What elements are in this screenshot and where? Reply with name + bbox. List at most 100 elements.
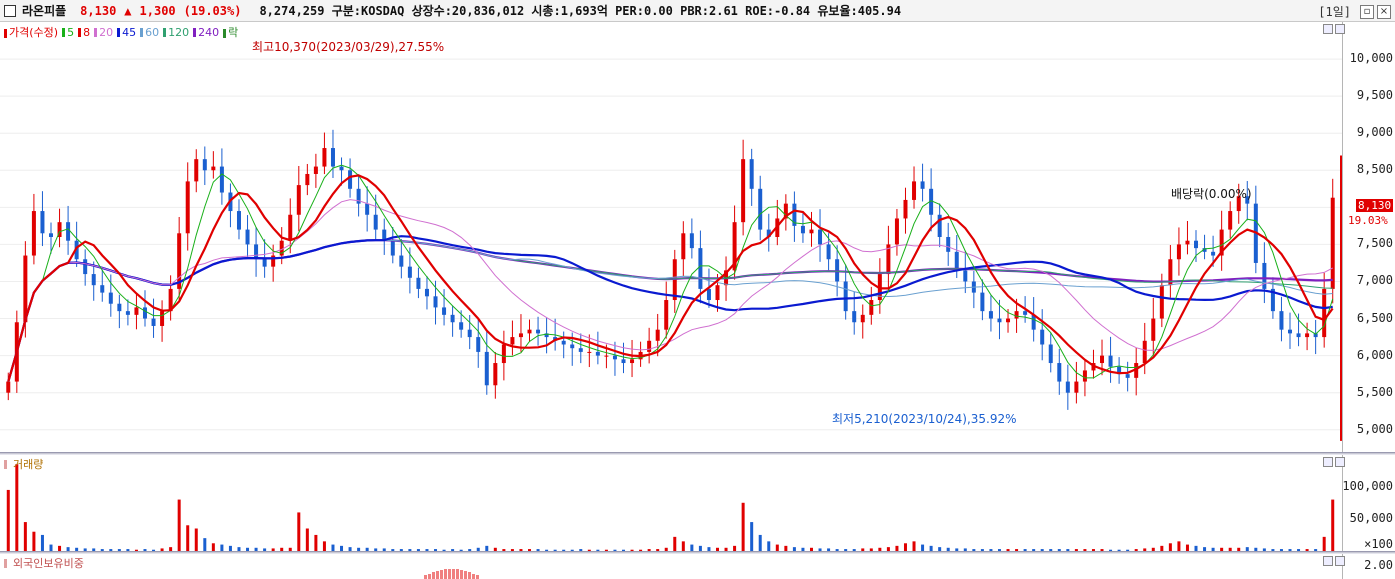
candle-body [279,240,284,256]
candle-body [570,344,575,349]
volume-bar [1015,549,1019,551]
volume-bar [314,534,318,551]
pane-close-button[interactable] [1335,457,1345,467]
volume-bar [186,525,190,551]
legend-item[interactable]: 8 [78,26,90,39]
candle-body [1202,248,1207,252]
pane-minimize-button[interactable] [1323,24,1333,34]
volume-bar [724,547,728,551]
volume-bar [1220,547,1224,551]
volume-bar [416,549,420,551]
candle-body [245,229,250,245]
legend-item[interactable]: 60 [140,26,159,39]
candle [48,222,53,254]
foreign-ownership-chart[interactable] [0,554,1343,579]
volume-bar [596,549,600,551]
volume-bar [869,548,873,551]
candle-body [1159,285,1164,319]
volume-bar [152,549,156,551]
volume-bar [997,549,1001,551]
legend-item[interactable]: 5 [62,26,74,39]
candle [527,319,532,342]
volume-bar [946,547,950,551]
candle [544,317,549,354]
candle-body [57,222,62,237]
volume-bar [92,548,96,551]
pane-minimize-button[interactable] [1323,556,1333,566]
legend-swatch [163,28,167,37]
volume-bar [468,549,472,551]
candle-body [151,318,156,326]
candle [698,230,703,304]
candle-body [621,359,626,364]
candle [587,334,592,368]
candle [963,250,968,294]
stock-name[interactable]: 라온피플 [22,4,67,18]
volume-bar [100,549,104,551]
close-button[interactable]: × [1377,4,1391,19]
candle [1040,309,1045,361]
candle-body [527,329,532,334]
price-chart[interactable] [0,22,1343,452]
volume-bar [750,522,754,551]
candle-body [1108,355,1113,367]
volume-bar [280,547,284,551]
volume-bar [246,547,250,551]
candle-body [1270,288,1275,312]
candle-body [424,288,429,297]
pane-close-button[interactable] [1335,556,1345,566]
candle-body [518,333,523,338]
pane-close-button[interactable] [1335,24,1345,34]
candle-body [1330,197,1335,289]
volume-bar [143,549,147,551]
volume-bar [365,547,369,551]
candle [442,289,447,326]
legend-item[interactable]: 20 [94,26,113,39]
volume-bar [58,545,62,551]
candle-body [416,277,421,289]
pane-divider[interactable] [0,551,1395,554]
volume-bar [288,547,292,551]
candle-body [1100,355,1105,364]
pane-divider[interactable] [0,452,1395,455]
pane-minimize-button[interactable] [1323,457,1333,467]
stock-info-bar: 라온피플 8,130 ▲ 1,300 (19.03%) 8,274,259 구분… [0,0,1395,22]
volume-bar [758,534,762,551]
select-checkbox[interactable] [4,4,16,17]
volume-chart[interactable] [0,455,1343,551]
candle-body [236,211,241,230]
volume-tick: 50,000 [1349,510,1393,525]
legend-item[interactable]: 240 [193,26,219,39]
candle [929,168,934,232]
candle [501,330,506,381]
legend-label: 8 [83,25,91,39]
volume-bar [570,549,574,551]
candle-body [706,288,711,301]
volume-bar [374,548,378,551]
period-selector[interactable]: [1일] [1318,5,1351,19]
candle [467,314,472,350]
candle [510,320,515,356]
candle [1322,272,1327,348]
candle-body [339,166,344,171]
legend-item[interactable]: 45 [117,26,136,39]
candle [638,341,643,367]
candle [313,153,318,188]
price-tick: 9,000 [1356,125,1393,140]
legend-item[interactable]: 120 [163,26,189,39]
legend-label: 락 [228,26,239,39]
foreign-bar [460,570,463,579]
volume-bar [49,544,53,551]
foreign-bar [468,572,471,579]
legend-item[interactable]: 가격(수정) [4,24,58,40]
foreign-pane-controls [1323,556,1345,566]
legend-item[interactable]: 락 [223,24,238,40]
candle-body [1168,259,1173,286]
candle [647,327,652,364]
candle-body [963,270,968,282]
volume-bar [630,549,634,551]
candle [843,264,848,320]
volume-bar [536,549,540,551]
maximize-button[interactable]: ▫ [1360,4,1374,19]
ma45-line [7,235,1333,382]
